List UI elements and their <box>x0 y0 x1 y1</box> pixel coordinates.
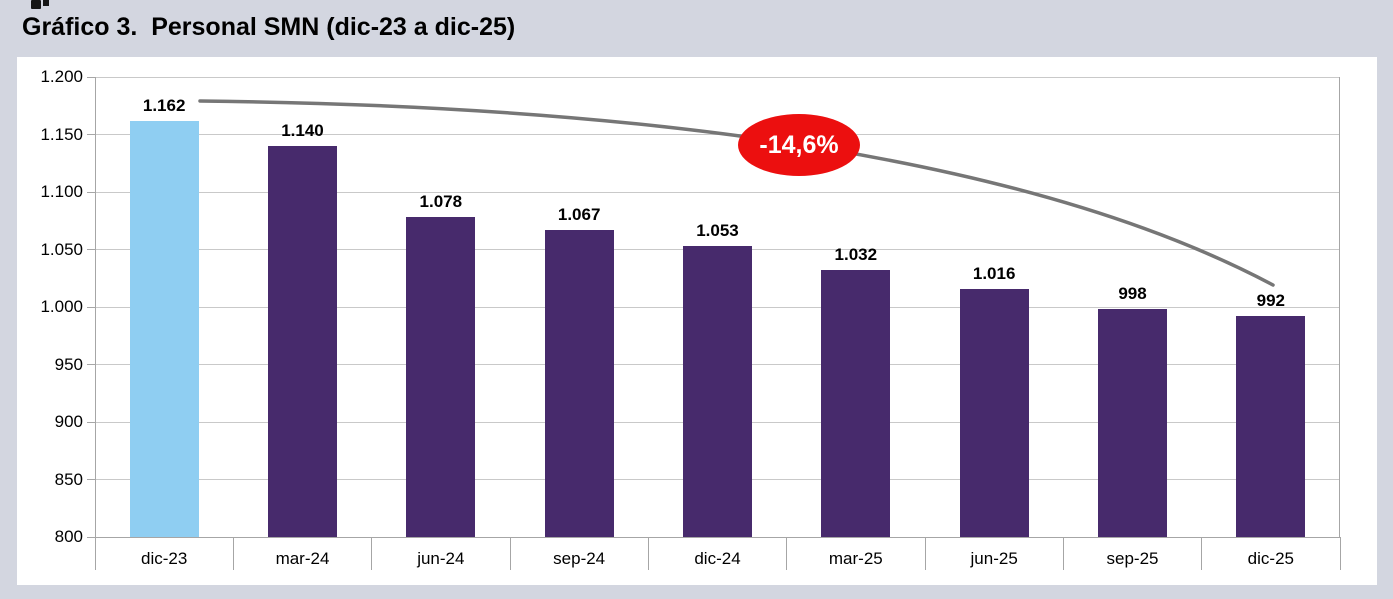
y-axis-tick <box>87 364 95 365</box>
bar <box>959 288 1029 537</box>
change-badge-label: -14,6% <box>759 130 839 159</box>
y-axis-tick <box>87 134 95 135</box>
bar-value-label: 1.078 <box>419 192 463 212</box>
bar-value-label: 1.016 <box>972 263 1016 283</box>
bar <box>1236 316 1306 537</box>
x-tick-label: mar-25 <box>828 549 883 568</box>
x-tick-label: dic-23 <box>141 549 188 568</box>
gridline <box>95 76 1340 78</box>
y-tick-label: 1.000 <box>40 297 83 316</box>
bar <box>406 217 476 537</box>
x-tick-label: dic-25 <box>1247 549 1294 568</box>
x-tick-label: dic-24 <box>694 549 741 568</box>
x-axis-tick <box>371 537 373 570</box>
bar <box>821 270 891 537</box>
x-axis-tick <box>509 537 511 570</box>
y-axis-tick <box>87 249 95 250</box>
x-axis-tick <box>1339 537 1341 570</box>
bar <box>683 246 752 537</box>
chart-panel: -14,6% 800 850 900 950 1.000 1.050 1.100 1.150 1… <box>17 57 1377 585</box>
x-axis-tick <box>232 537 234 570</box>
y-tick-label: 1.100 <box>40 182 83 201</box>
y-axis-tick <box>87 76 95 78</box>
y-tick-label: 950 <box>54 354 83 374</box>
bar-value-label: 1.067 <box>557 204 601 224</box>
y-axis-tick <box>87 421 95 423</box>
x-tick-label: sep-24 <box>553 549 606 568</box>
y-tick-label: 850 <box>54 469 83 489</box>
x-axis-line <box>95 537 1340 538</box>
y-axis-tick <box>87 191 95 193</box>
bar <box>544 229 614 537</box>
x-axis-tick <box>1062 537 1064 570</box>
bar-value-label: 992 <box>1256 291 1286 311</box>
y-tick-label: 1.050 <box>40 239 83 259</box>
x-axis-tick <box>786 537 788 570</box>
bar-value-label: 1.140 <box>281 121 324 140</box>
x-axis-tick <box>94 537 96 570</box>
chart-title: Gráfico 3. Personal SMN (dic-23 a dic-25… <box>22 13 516 41</box>
x-tick-label: mar-24 <box>275 549 330 568</box>
bar-value-label: 1.032 <box>834 245 878 265</box>
x-tick-label: sep-25 <box>1106 549 1159 568</box>
y-tick-label: 1.150 <box>40 124 83 144</box>
x-tick-label: jun-25 <box>970 549 1018 568</box>
x-tick-label: jun-24 <box>417 549 465 568</box>
x-axis-tick <box>647 537 649 570</box>
bar <box>268 146 337 537</box>
bar-value-label: 998 <box>1118 284 1147 304</box>
y-axis-tick <box>87 306 95 308</box>
y-tick-label: 900 <box>54 412 83 431</box>
y-axis-line <box>95 77 96 537</box>
change-badge: -14,6% <box>738 114 860 176</box>
plot-area: -14,6% 800 850 900 950 1.000 1.050 1.100 1.150 1… <box>40 68 1341 570</box>
cropped-text-fragment <box>31 0 49 9</box>
y-tick-label: 800 <box>54 527 83 546</box>
plot-right-border <box>1339 77 1340 537</box>
x-axis-tick <box>1201 537 1203 570</box>
bar <box>1098 309 1167 537</box>
y-tick-label: 1.200 <box>40 67 83 86</box>
y-axis-tick <box>87 536 95 538</box>
bar-value-label: 1.053 <box>696 221 739 241</box>
bar-value-label: 1.162 <box>142 95 186 115</box>
x-axis-tick <box>924 537 926 570</box>
y-axis-tick <box>87 479 95 480</box>
bar <box>129 120 199 537</box>
